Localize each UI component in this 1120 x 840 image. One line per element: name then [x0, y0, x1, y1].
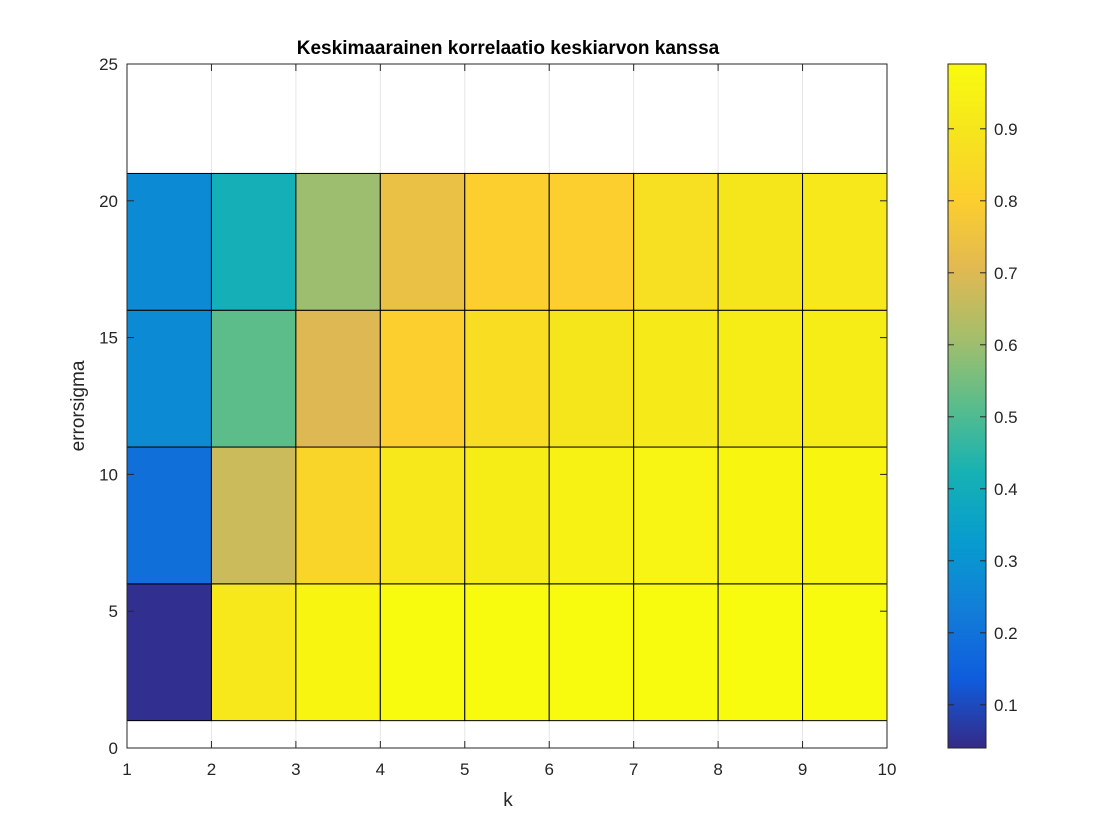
heatmap-cell [802, 583, 888, 722]
heatmap-cell [379, 172, 466, 311]
x-axis-label: k [503, 790, 513, 811]
y-tick-label: 15 [99, 329, 118, 348]
heatmap-cell [633, 172, 719, 311]
colorbar-tick-label: 0.5 [994, 408, 1018, 427]
heatmap-cell [379, 309, 466, 448]
colorbar-tick-label: 0.8 [994, 192, 1018, 211]
heatmap-cell [379, 446, 466, 585]
x-tick-label: 10 [878, 760, 897, 779]
heatmap-cell [802, 446, 888, 585]
heatmap-cell [210, 446, 297, 585]
x-tick-label: 7 [629, 760, 638, 779]
x-tick-label: 4 [376, 760, 385, 779]
heatmap-cell [210, 309, 297, 448]
heatmap-cell [126, 583, 212, 722]
heatmap-cell [633, 583, 719, 722]
heatmap-cell [126, 309, 212, 448]
heatmap-cell [379, 583, 466, 722]
heatmap-cell [717, 446, 804, 585]
heatmap-cell [717, 583, 804, 722]
heatmap-cell [548, 309, 635, 448]
x-tick-label: 3 [291, 760, 300, 779]
heatmap-cell [633, 309, 719, 448]
colorbar-tick-label: 0.1 [994, 696, 1018, 715]
colorbar-tick-label: 0.2 [994, 624, 1018, 643]
x-tick-label: 1 [122, 760, 131, 779]
colorbar: 0.1 0.2 0.3 0.4 0.5 0.6 0.7 0.8 0.9 [947, 63, 1018, 749]
heatmap-cell [295, 446, 381, 585]
y-tick-label: 10 [99, 465, 118, 484]
x-tick-label: 6 [544, 760, 553, 779]
y-tick-label: 20 [99, 192, 118, 211]
heatmap-cell [464, 309, 550, 448]
heatmap-cell [633, 446, 719, 585]
heatmap-cells [126, 172, 888, 722]
heatmap-cell [548, 583, 635, 722]
heatmap-cell [548, 172, 635, 311]
colorbar-tick-label: 0.9 [994, 120, 1018, 139]
y-tick-label: 25 [99, 55, 118, 74]
plot-box [126, 63, 888, 749]
y-tick-label: 5 [109, 602, 118, 621]
colorbar-tick-label: 0.3 [994, 552, 1018, 571]
heatmap-cell [126, 172, 212, 311]
colorbar-gradient [947, 63, 987, 749]
x-tick-label: 2 [207, 760, 216, 779]
heatmap-cell [717, 309, 804, 448]
heatmap-cell [295, 309, 381, 448]
chart-title: Keskimaarainen korrelaatio keskiarvon ka… [297, 38, 720, 59]
heatmap-cell [126, 446, 212, 585]
colorbar-tick-label: 0.6 [994, 336, 1018, 355]
x-axis-ticks: 1 2 3 4 5 6 7 8 9 10 [122, 64, 896, 779]
x-tick-label: 9 [798, 760, 807, 779]
y-tick-label: 0 [109, 739, 118, 758]
heatmap-cell [295, 172, 381, 311]
heatmap-cell [464, 583, 550, 722]
heatmap-cell [717, 172, 804, 311]
heatmap-cell [210, 583, 297, 722]
heatmap-cell [464, 446, 550, 585]
y-axis-label: errorsigma [68, 360, 89, 451]
heatmap-cell [210, 172, 297, 311]
x-tick-label: 5 [460, 760, 469, 779]
axes [126, 63, 888, 749]
x-tick-label: 8 [713, 760, 722, 779]
colorbar-tick-label: 0.4 [994, 480, 1018, 499]
heatmap-cell [295, 583, 381, 722]
heatmap-cell [802, 172, 888, 311]
heatmap-cell [802, 309, 888, 448]
heatmap-cell [548, 446, 635, 585]
y-axis-ticks: 0 5 10 15 20 25 [99, 55, 887, 758]
heatmap-cell [464, 172, 550, 311]
colorbar-tick-label: 0.7 [994, 264, 1018, 283]
